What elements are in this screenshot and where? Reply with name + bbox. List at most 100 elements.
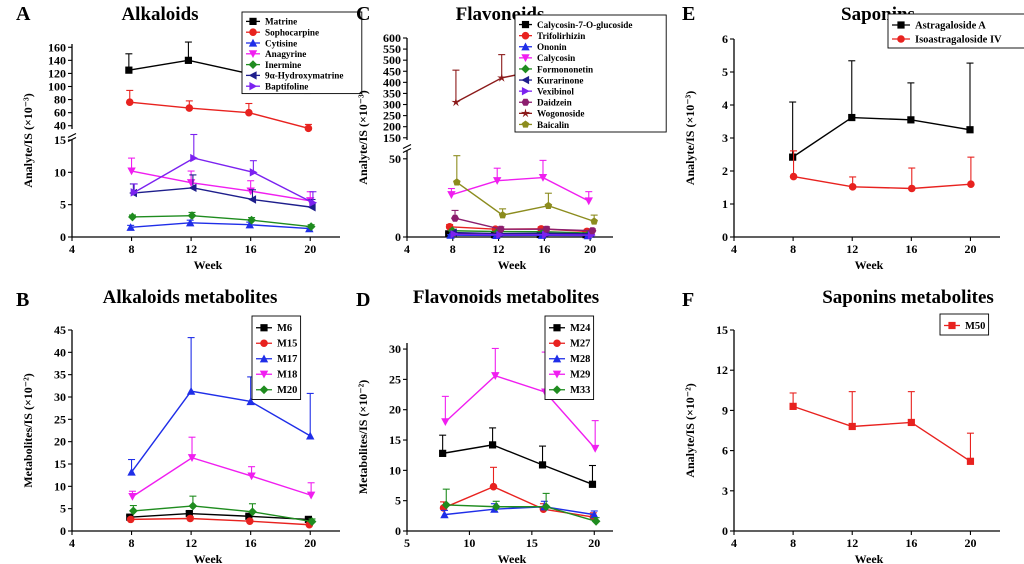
data-point	[966, 457, 975, 465]
data-point	[127, 167, 136, 176]
y-tick-label: 500	[383, 53, 401, 67]
y-tick-label: 200	[383, 120, 401, 134]
y-tick-label: 40	[54, 345, 66, 359]
data-point	[245, 512, 253, 520]
legend-swatch-marker	[521, 86, 530, 96]
legend-box	[241, 11, 363, 95]
series-line	[130, 390, 311, 473]
y-tick-label: 2	[722, 164, 728, 178]
series-line	[442, 444, 593, 485]
legend-swatch-marker	[521, 64, 530, 74]
x-tick-label: 15	[526, 536, 538, 550]
x-axis-label: Week	[194, 552, 223, 564]
y-tick-label: 12	[716, 363, 728, 377]
axis-break-mark	[402, 143, 412, 150]
legend-swatch-marker	[552, 370, 562, 379]
panel-letter: F	[682, 289, 694, 311]
y-tick-label: 10	[54, 479, 66, 493]
legend-entry: M27	[570, 339, 590, 350]
data-point	[445, 230, 453, 238]
data-point	[848, 113, 856, 122]
y-tick-label: 15	[389, 433, 401, 447]
x-tick-label: 20	[964, 536, 976, 550]
series-daidzein	[451, 209, 597, 235]
data-point	[186, 218, 195, 227]
y-tick-label: 50	[389, 152, 401, 166]
y-tick-label: 0	[722, 230, 728, 244]
y-tick-label: 1	[722, 197, 728, 211]
legend-entry: Formononetin	[537, 64, 593, 74]
legend-entry: 9α-Hydroxymatrine	[265, 71, 343, 81]
series-line	[454, 233, 592, 236]
y-tick-label: 140	[48, 53, 66, 67]
data-point	[538, 461, 547, 469]
y-axis-label: Analyte/IS (×10⁻³)	[356, 90, 370, 184]
legend-swatch-marker	[897, 35, 905, 43]
panel-f: F Saponins metabolites 4 8 12 16 20 0 3 6 9 12 15 Wee…	[682, 287, 1000, 564]
data-point	[584, 197, 593, 206]
legend-entry: Trifolirhizin	[537, 31, 585, 41]
legend-swatch-marker	[521, 42, 530, 51]
data-point	[185, 104, 194, 112]
x-tick-label: 20	[588, 536, 600, 550]
y-tick-label: 600	[383, 31, 401, 45]
legend-swatch-marker	[259, 385, 269, 395]
x-tick-label: 4	[69, 536, 75, 550]
y-tick-label: 20	[54, 435, 66, 449]
legend-entry: Cytisine	[265, 38, 297, 48]
legend-entry: Kurarinone	[537, 75, 583, 85]
data-point	[544, 201, 553, 209]
data-point	[309, 198, 318, 207]
data-point	[907, 184, 916, 193]
series-m50	[789, 391, 975, 465]
legend-entry: M15	[277, 339, 297, 350]
y-axis-label: Analyte/IS (×10⁻³)	[21, 93, 35, 187]
y-tick-label: 550	[383, 42, 401, 56]
legend-entry: Vexibinol	[537, 86, 574, 96]
data-point	[440, 510, 449, 519]
data-point	[187, 454, 197, 462]
legend-swatch-marker	[520, 108, 531, 118]
x-tick-label: 20	[964, 242, 976, 256]
data-point	[789, 402, 797, 410]
data-point	[789, 172, 798, 181]
y-tick-label: 100	[48, 80, 66, 94]
series-inermine	[128, 211, 316, 232]
data-point	[496, 230, 505, 240]
legend-box	[887, 13, 1024, 49]
series-m17	[127, 337, 315, 476]
data-point	[125, 66, 133, 74]
data-point	[307, 517, 317, 527]
data-point	[190, 153, 199, 163]
data-point	[439, 449, 447, 457]
data-point	[590, 510, 599, 519]
x-tick-label: 20	[304, 536, 316, 550]
y-tick-label: 20	[389, 403, 401, 417]
series-m24	[439, 427, 597, 488]
data-point	[187, 211, 197, 221]
legend: Calycosin-7-O-glucosideTrifolirhizinOnon…	[514, 14, 667, 133]
data-point	[441, 418, 450, 427]
data-point	[184, 56, 193, 64]
series-line	[444, 506, 595, 516]
legend-swatch-marker	[521, 31, 530, 40]
legend-swatch-marker	[249, 28, 257, 36]
chart-title: Alkaloids metabolites	[103, 287, 278, 308]
data-point	[450, 229, 459, 239]
legend: M6 M15 M17 M18 M20	[251, 315, 302, 400]
series-baicalin	[453, 155, 598, 225]
data-point	[126, 515, 135, 524]
legend-swatch-marker	[248, 60, 258, 69]
data-point	[451, 214, 460, 222]
legend-box	[251, 315, 302, 400]
y-tick-label: 5	[60, 198, 66, 212]
legend-swatch-marker	[248, 71, 257, 80]
series-line	[444, 374, 596, 449]
series-line	[130, 517, 310, 526]
legend-swatch-marker	[553, 339, 561, 348]
data-point	[588, 480, 597, 488]
data-point	[966, 126, 974, 134]
legend-swatch-marker	[521, 54, 530, 63]
x-axis-label: Week	[855, 258, 884, 272]
